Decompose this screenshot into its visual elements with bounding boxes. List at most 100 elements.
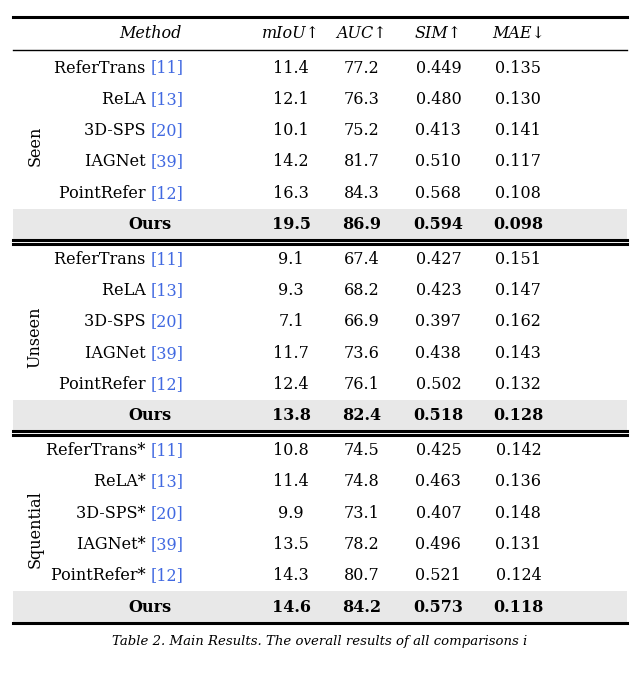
Text: 0.480: 0.480: [415, 91, 461, 108]
Text: 0.568: 0.568: [415, 185, 461, 202]
Text: 0.594: 0.594: [413, 216, 463, 233]
Text: 9.9: 9.9: [278, 504, 304, 521]
Text: 0.510: 0.510: [415, 153, 461, 170]
Text: 14.2: 14.2: [273, 153, 309, 170]
Text: 9.3: 9.3: [278, 282, 304, 299]
Text: 10.1: 10.1: [273, 122, 309, 139]
Text: 0.148: 0.148: [495, 504, 541, 521]
Text: [13]: [13]: [150, 282, 184, 299]
Text: 78.2: 78.2: [344, 536, 380, 553]
Text: 0.131: 0.131: [495, 536, 541, 553]
Text: AUC↑: AUC↑: [336, 25, 387, 42]
Text: 3D-SPS*: 3D-SPS*: [76, 504, 150, 521]
Text: [39]: [39]: [150, 345, 184, 362]
Text: 10.8: 10.8: [273, 442, 309, 459]
Text: 0.143: 0.143: [495, 345, 541, 362]
Text: 0.397: 0.397: [415, 314, 461, 331]
Text: [12]: [12]: [150, 185, 183, 202]
Text: mIoU↑: mIoU↑: [262, 25, 320, 42]
Text: IAGNet: IAGNet: [84, 345, 150, 362]
Text: 0.108: 0.108: [495, 185, 541, 202]
Bar: [13, 209, 627, 240]
Text: 0.502: 0.502: [415, 376, 461, 393]
Text: 0.118: 0.118: [493, 599, 543, 616]
Text: 0.521: 0.521: [415, 567, 461, 585]
Text: 0.142: 0.142: [495, 442, 541, 459]
Text: 3D-SPS: 3D-SPS: [84, 122, 150, 139]
Text: ReLA: ReLA: [102, 91, 150, 108]
Text: 0.124: 0.124: [495, 567, 541, 585]
Text: Ours: Ours: [129, 599, 172, 616]
Text: [12]: [12]: [150, 567, 183, 585]
Text: 76.1: 76.1: [344, 376, 380, 393]
Text: [39]: [39]: [150, 536, 184, 553]
Text: 13.5: 13.5: [273, 536, 309, 553]
Text: 0.130: 0.130: [495, 91, 541, 108]
Text: 0.162: 0.162: [495, 314, 541, 331]
Text: 73.1: 73.1: [344, 504, 380, 521]
Text: Table 2. Main Results. The overall results of all comparisons i: Table 2. Main Results. The overall resul…: [113, 635, 527, 648]
Text: [20]: [20]: [150, 504, 183, 521]
Text: PointRefer: PointRefer: [59, 185, 150, 202]
Text: ReferTrans*: ReferTrans*: [46, 442, 150, 459]
Text: 14.6: 14.6: [272, 599, 310, 616]
Text: [20]: [20]: [150, 314, 183, 331]
Text: 0.423: 0.423: [415, 282, 461, 299]
Text: [11]: [11]: [150, 251, 184, 268]
Text: 0.496: 0.496: [415, 536, 461, 553]
Text: 12.4: 12.4: [273, 376, 309, 393]
Text: 84.3: 84.3: [344, 185, 380, 202]
Text: IAGNet: IAGNet: [84, 153, 150, 170]
Bar: [13, 591, 627, 623]
Text: 14.3: 14.3: [273, 567, 309, 585]
Text: 0.132: 0.132: [495, 376, 541, 393]
Text: 16.3: 16.3: [273, 185, 309, 202]
Text: 86.9: 86.9: [342, 216, 381, 233]
Text: 12.1: 12.1: [273, 91, 309, 108]
Text: [12]: [12]: [150, 376, 183, 393]
Text: 76.3: 76.3: [344, 91, 380, 108]
Text: 0.098: 0.098: [493, 216, 543, 233]
Text: 19.5: 19.5: [272, 216, 310, 233]
Text: PointRefer: PointRefer: [59, 376, 150, 393]
Text: 0.449: 0.449: [415, 60, 461, 77]
Text: Ours: Ours: [129, 216, 172, 233]
Text: Seen: Seen: [27, 126, 44, 166]
Text: ReLA*: ReLA*: [93, 473, 150, 490]
Text: 0.425: 0.425: [415, 442, 461, 459]
Text: Method: Method: [119, 25, 182, 42]
Text: 66.9: 66.9: [344, 314, 380, 331]
Text: 0.518: 0.518: [413, 407, 463, 424]
Text: 0.117: 0.117: [495, 153, 541, 170]
Text: 0.573: 0.573: [413, 599, 463, 616]
Text: 74.8: 74.8: [344, 473, 380, 490]
Text: ReLA: ReLA: [102, 282, 150, 299]
Text: MAE↓: MAE↓: [492, 25, 545, 42]
Text: 67.4: 67.4: [344, 251, 380, 268]
Text: 9.1: 9.1: [278, 251, 304, 268]
Text: [20]: [20]: [150, 122, 183, 139]
Text: 0.128: 0.128: [493, 407, 543, 424]
Text: PointRefer*: PointRefer*: [51, 567, 150, 585]
Text: 74.5: 74.5: [344, 442, 380, 459]
Text: 84.2: 84.2: [342, 599, 381, 616]
Text: 0.463: 0.463: [415, 473, 461, 490]
Text: Unseen: Unseen: [27, 307, 44, 368]
Text: 11.7: 11.7: [273, 345, 309, 362]
Text: 11.4: 11.4: [273, 60, 309, 77]
Text: IAGNet*: IAGNet*: [77, 536, 150, 553]
Text: 0.427: 0.427: [415, 251, 461, 268]
Bar: [13, 400, 627, 431]
Text: 0.135: 0.135: [495, 60, 541, 77]
Text: 0.136: 0.136: [495, 473, 541, 490]
Text: 81.7: 81.7: [344, 153, 380, 170]
Text: 0.413: 0.413: [415, 122, 461, 139]
Text: SIM↑: SIM↑: [415, 25, 462, 42]
Text: 68.2: 68.2: [344, 282, 380, 299]
Text: Squential: Squential: [27, 490, 44, 568]
Text: [11]: [11]: [150, 442, 184, 459]
Text: 73.6: 73.6: [344, 345, 380, 362]
Text: [13]: [13]: [150, 91, 184, 108]
Text: 0.151: 0.151: [495, 251, 541, 268]
Text: 0.141: 0.141: [495, 122, 541, 139]
